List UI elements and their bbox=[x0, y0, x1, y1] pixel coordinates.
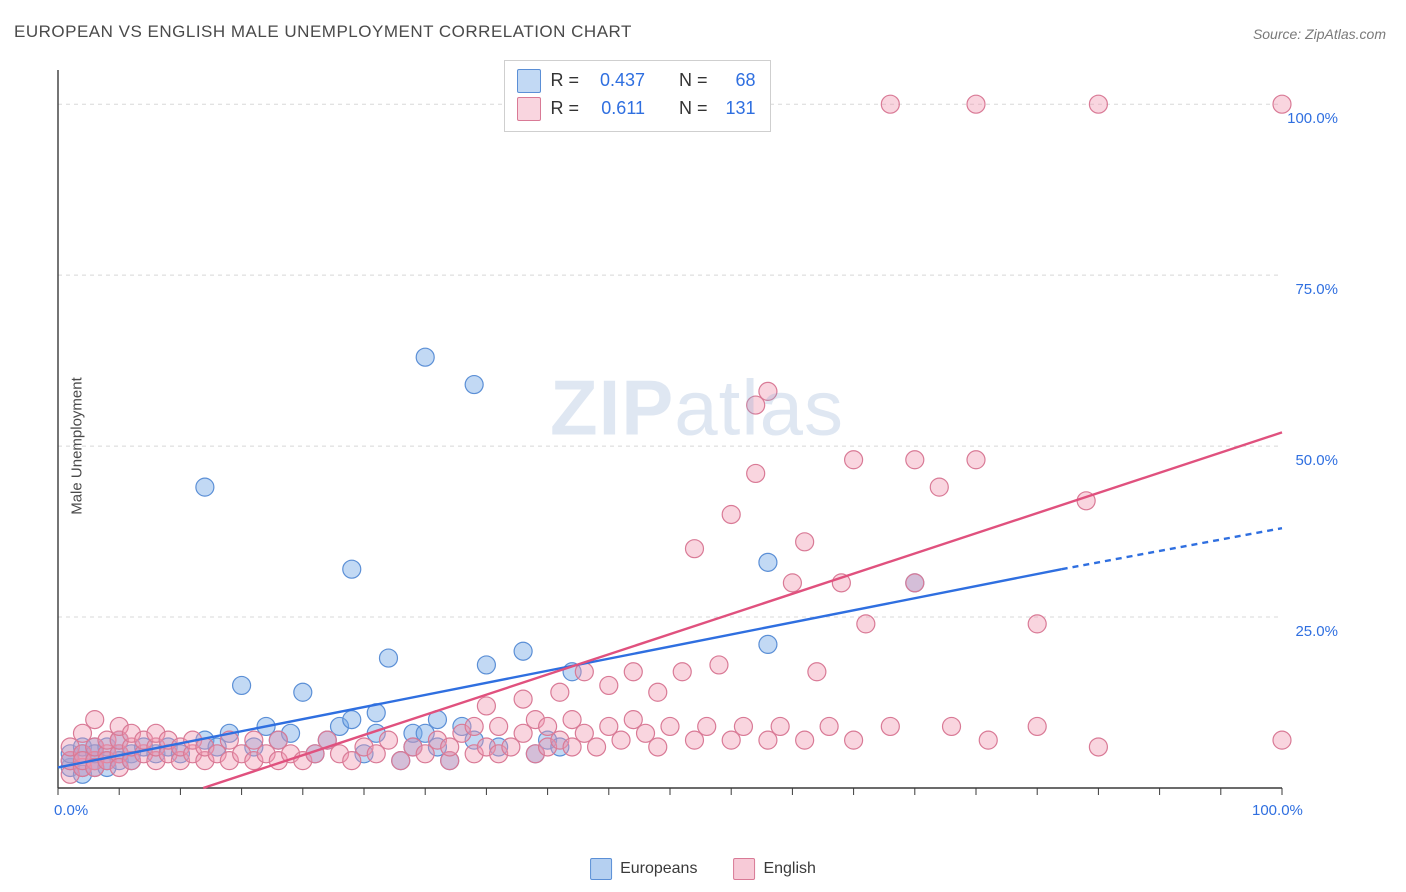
data-point bbox=[465, 717, 483, 735]
y-tick-label: 75.0% bbox=[1295, 281, 1338, 298]
legend-item: Europeans bbox=[590, 858, 697, 880]
data-point bbox=[734, 717, 752, 735]
data-point bbox=[796, 533, 814, 551]
data-point bbox=[881, 717, 899, 735]
data-point bbox=[759, 382, 777, 400]
data-point bbox=[416, 348, 434, 366]
series-swatch bbox=[517, 69, 541, 93]
data-point bbox=[612, 731, 630, 749]
data-point bbox=[685, 540, 703, 558]
data-point bbox=[1273, 731, 1291, 749]
data-point bbox=[906, 451, 924, 469]
data-point bbox=[465, 376, 483, 394]
data-point bbox=[649, 683, 667, 701]
stat-r-label: R = bbox=[551, 67, 580, 95]
data-point bbox=[747, 464, 765, 482]
stat-n-label: N = bbox=[679, 67, 708, 95]
stat-n-label: N = bbox=[679, 95, 708, 123]
data-point bbox=[930, 478, 948, 496]
data-point bbox=[1089, 738, 1107, 756]
scatter-plot: ZIPatlas R =0.437N =68R =0.611N =131 25.… bbox=[52, 58, 1342, 818]
y-tick-label: 100.0% bbox=[1287, 110, 1338, 127]
data-point bbox=[771, 717, 789, 735]
data-point bbox=[820, 717, 838, 735]
stat-r-value: 0.611 bbox=[589, 95, 645, 123]
data-point bbox=[881, 95, 899, 113]
data-point bbox=[551, 683, 569, 701]
y-tick-label: 50.0% bbox=[1295, 452, 1338, 469]
stat-r-value: 0.437 bbox=[589, 67, 645, 95]
data-point bbox=[379, 649, 397, 667]
legend-label: Europeans bbox=[620, 860, 697, 877]
plot-svg bbox=[52, 58, 1342, 818]
data-point bbox=[490, 717, 508, 735]
stat-r-label: R = bbox=[551, 95, 580, 123]
stats-row: R = 0.611 N = 131 bbox=[517, 95, 756, 123]
data-point bbox=[477, 697, 495, 715]
legend-label: English bbox=[763, 860, 815, 877]
data-point bbox=[1028, 717, 1046, 735]
data-point bbox=[624, 663, 642, 681]
data-point bbox=[759, 635, 777, 653]
data-point bbox=[845, 451, 863, 469]
data-point bbox=[808, 663, 826, 681]
data-point bbox=[600, 676, 618, 694]
stat-n-value: 68 bbox=[718, 67, 756, 95]
data-point bbox=[1089, 95, 1107, 113]
data-point bbox=[796, 731, 814, 749]
data-point bbox=[710, 656, 728, 674]
source-attribution: Source: ZipAtlas.com bbox=[1253, 26, 1386, 42]
stat-n-value: 131 bbox=[718, 95, 756, 123]
data-point bbox=[343, 560, 361, 578]
stats-row: R = 0.437 N = 68 bbox=[517, 67, 756, 95]
correlation-stats-box: R = 0.437 N = 68 R = 0.611 N = 131 bbox=[504, 60, 771, 132]
data-point bbox=[649, 738, 667, 756]
data-point bbox=[673, 663, 691, 681]
data-point bbox=[588, 738, 606, 756]
data-point bbox=[698, 717, 716, 735]
data-point bbox=[967, 451, 985, 469]
data-point bbox=[294, 683, 312, 701]
data-point bbox=[1028, 615, 1046, 633]
data-point bbox=[783, 574, 801, 592]
chart-title: EUROPEAN VS ENGLISH MALE UNEMPLOYMENT CO… bbox=[14, 22, 632, 42]
legend-item: English bbox=[733, 858, 815, 880]
y-tick-label: 25.0% bbox=[1295, 623, 1338, 640]
data-point bbox=[979, 731, 997, 749]
legend-swatch bbox=[590, 858, 612, 880]
data-point bbox=[857, 615, 875, 633]
data-point bbox=[196, 478, 214, 496]
legend-swatch bbox=[733, 858, 755, 880]
data-point bbox=[477, 656, 495, 674]
data-point bbox=[906, 574, 924, 592]
data-point bbox=[943, 717, 961, 735]
x-tick-label: 100.0% bbox=[1252, 802, 1303, 819]
data-point bbox=[722, 505, 740, 523]
series-swatch bbox=[517, 97, 541, 121]
x-tick-label: 0.0% bbox=[54, 802, 88, 819]
data-point bbox=[759, 553, 777, 571]
data-point bbox=[86, 711, 104, 729]
trend-line-dashed bbox=[1062, 528, 1282, 569]
data-point bbox=[845, 731, 863, 749]
data-point bbox=[379, 731, 397, 749]
data-point bbox=[967, 95, 985, 113]
data-point bbox=[514, 690, 532, 708]
data-point bbox=[343, 711, 361, 729]
data-point bbox=[514, 642, 532, 660]
data-point bbox=[661, 717, 679, 735]
bottom-legend: Europeans English bbox=[590, 858, 816, 880]
data-point bbox=[233, 676, 251, 694]
